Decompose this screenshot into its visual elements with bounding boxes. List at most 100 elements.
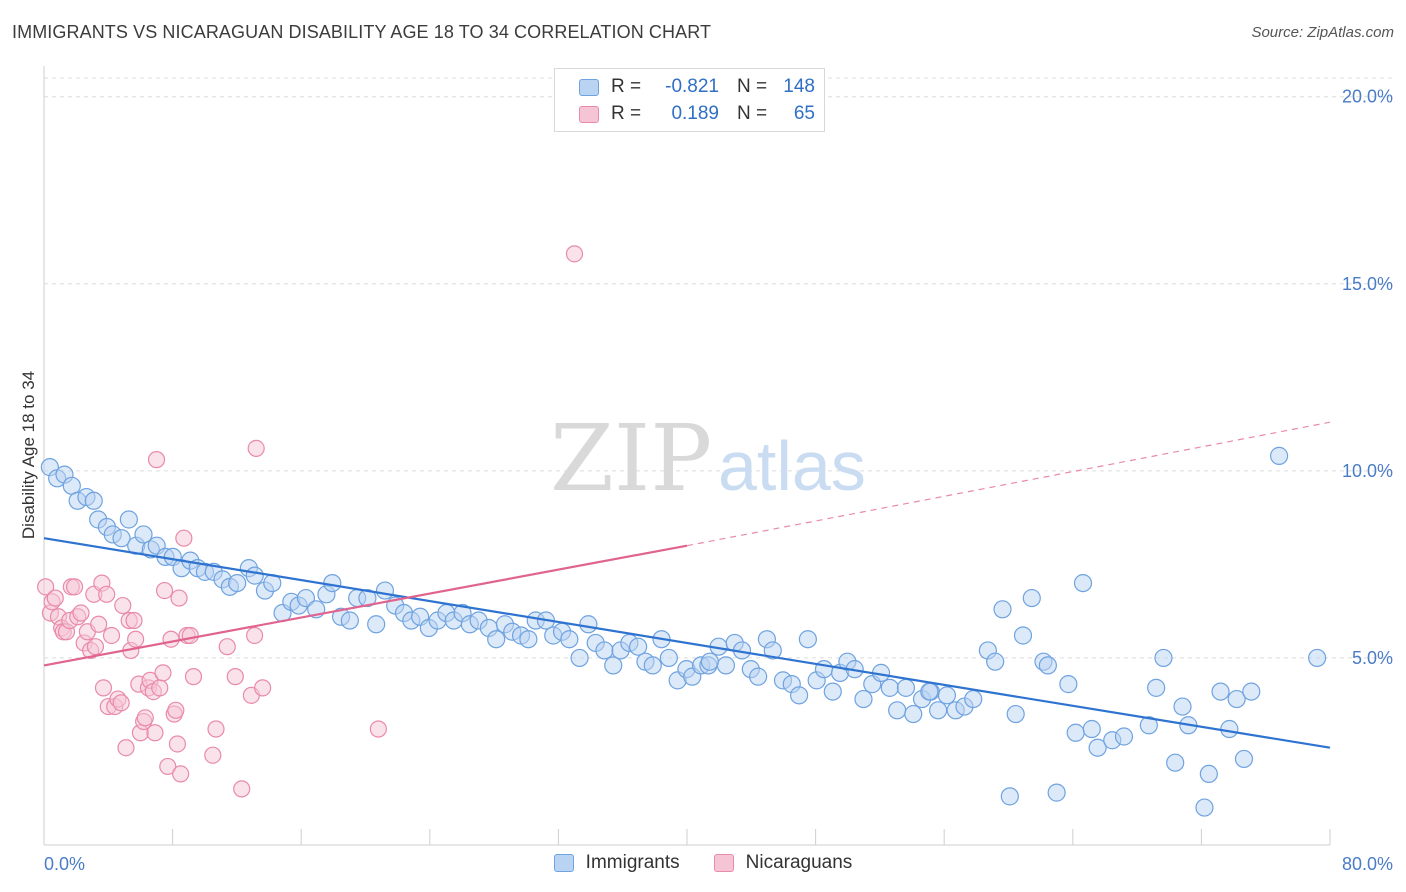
immigrants-point [798, 630, 817, 649]
immigrants-point [579, 615, 598, 634]
nicaraguans-point [204, 746, 222, 764]
nicaraguans-point [46, 589, 64, 607]
immigrants-point [964, 689, 983, 709]
immigrants-point [1038, 656, 1057, 675]
nicaraguans-point [170, 589, 188, 607]
legend-item-nicaraguans[interactable]: Nicaraguans [713, 852, 853, 874]
immigrants-point [1059, 675, 1078, 694]
nicaraguans-point [168, 735, 187, 753]
immigrants-point [920, 682, 939, 701]
nicaraguans-point [172, 765, 190, 783]
nicaraguans-point [369, 720, 387, 738]
immigrants-point [84, 491, 103, 510]
immigrants-point [1199, 764, 1218, 784]
stats-row-nicaraguans: R = 0.189 N = 65 [579, 102, 815, 126]
y-tick-label: 10.0% [1342, 461, 1393, 481]
nicaraguans-point [37, 578, 55, 596]
immigrants-point [1211, 682, 1230, 701]
x-tick-label-max: 80.0% [1342, 854, 1393, 874]
watermark-atlas: atlas [718, 427, 866, 505]
immigrants-point [1088, 738, 1107, 757]
y-tick-labels: 5.0% 10.0% 15.0% 20.0% [1342, 87, 1393, 668]
immigrants-point [604, 656, 623, 675]
immigrants-point [823, 682, 842, 701]
n-label: N = [737, 103, 768, 124]
legend-label: Immigrants [585, 852, 680, 873]
immigrants-point [1195, 798, 1214, 817]
axes [43, 66, 1331, 846]
n-value: 65 [793, 103, 815, 124]
y-tick-label: 5.0% [1352, 648, 1393, 668]
immigrants-point [993, 600, 1012, 619]
nicaraguans-point [125, 611, 143, 630]
r-value: -0.821 [665, 76, 719, 97]
nicaraguans-point [102, 626, 121, 645]
immigrants-point [245, 566, 264, 585]
trend-lines [43, 421, 1331, 749]
immigrants-point [937, 686, 957, 705]
immigrants-point [1066, 723, 1085, 742]
nicaraguans-legend-swatch [713, 854, 734, 872]
immigrants-point [1000, 787, 1019, 806]
nicaraguans-point [147, 451, 166, 469]
nicaraguans-point [159, 757, 177, 776]
immigrants-point [358, 588, 377, 608]
nicaraguans-point [207, 720, 225, 738]
x-tick-labels: 0.0% 80.0% [44, 854, 1393, 874]
immigrants-point [929, 701, 948, 720]
immigrants-point [1173, 697, 1192, 716]
immigrants-swatch [579, 78, 599, 96]
nicaraguans-point [154, 664, 172, 682]
nicaraguans-point [162, 630, 180, 648]
immigrants-point [119, 510, 138, 529]
immigrants-point [659, 648, 678, 668]
legend-item-immigrants[interactable]: Immigrants [553, 852, 680, 874]
stats-row-immigrants: R = -0.821 N = 148 [579, 75, 815, 99]
nicaraguans-point [218, 638, 236, 656]
immigrants-point [1082, 719, 1101, 739]
nicaraguans-point [167, 701, 185, 719]
immigrants-point [1269, 446, 1289, 465]
nicaraguans-points [37, 245, 584, 798]
nicaraguans-point [114, 596, 132, 615]
immigrants-point [1139, 716, 1158, 735]
nicaraguans-point [112, 694, 130, 712]
immigrants-point [1073, 573, 1093, 593]
nicaraguans-point [151, 679, 169, 697]
y-axis-label: Disability Age 18 to 34 [19, 371, 38, 539]
nicaraguans-point [247, 439, 265, 458]
immigrants-point [1047, 783, 1066, 802]
nicaraguans-point [146, 724, 164, 742]
nicaraguans-point [184, 668, 203, 686]
immigrants-point [749, 667, 768, 686]
immigrants-point [1227, 689, 1246, 709]
nicaraguans-point [117, 739, 135, 757]
immigrants-points [40, 446, 1327, 817]
x-tick-label-min: 0.0% [44, 854, 85, 874]
nicaraguans-point [565, 245, 584, 263]
immigrants-point [904, 704, 923, 724]
immigrants-legend-swatch [553, 854, 574, 872]
immigrants-point [134, 525, 153, 544]
legend: Immigrants Nicaraguans [0, 852, 1406, 874]
nicaraguans-point [90, 615, 108, 633]
immigrants-point [854, 689, 873, 709]
nicaraguans-point [155, 581, 174, 600]
immigrants-point [595, 641, 614, 660]
immigrants-point [296, 588, 316, 608]
immigrants-point [487, 630, 506, 649]
r-value: 0.189 [671, 103, 719, 124]
nicaraguans-point [226, 668, 244, 686]
source-label: Source: ZipAtlas.com [1251, 24, 1394, 41]
immigrants-point [1166, 753, 1185, 772]
immigrants-point [629, 637, 648, 656]
legend-label: Nicaraguans [745, 852, 853, 873]
immigrants-point [763, 641, 782, 660]
immigrants-point [367, 615, 386, 634]
immigrants-point [896, 678, 916, 697]
immigrants-point [112, 529, 131, 548]
nicaraguans-point [233, 780, 251, 798]
immigrants-point [986, 652, 1005, 671]
immigrants-point [560, 630, 579, 649]
nicaraguans-point [86, 638, 105, 656]
